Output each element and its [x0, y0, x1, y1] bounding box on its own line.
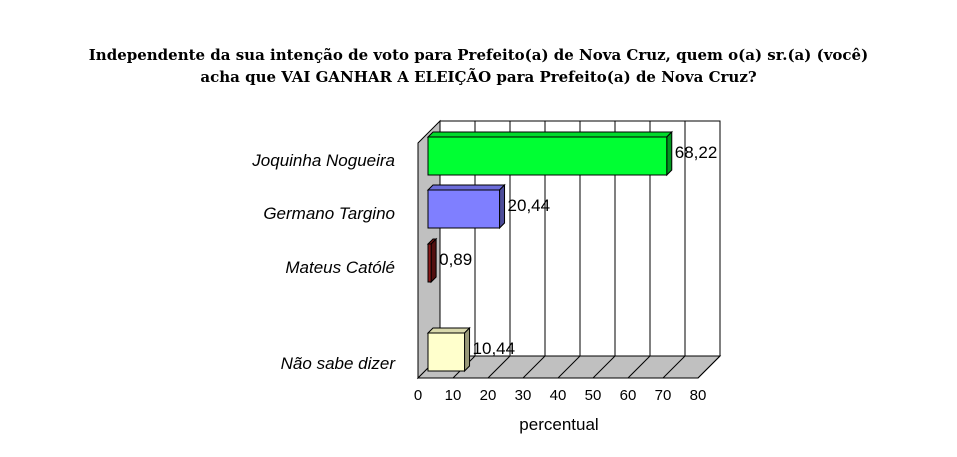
bar-front [427, 136, 668, 176]
x-tick-label: 50 [585, 387, 602, 404]
bar-side [666, 130, 673, 177]
value-labels: 68,22 20,44 0,89 10,44 [439, 143, 717, 358]
x-tick-label: 20 [480, 387, 497, 404]
bar-front [427, 243, 432, 283]
bar-top [426, 131, 673, 138]
x-tick-label: 40 [550, 387, 567, 404]
bar-front [427, 189, 501, 229]
x-tick-label: 60 [620, 387, 637, 404]
value-label: 68,22 [675, 143, 718, 162]
bars [426, 130, 673, 373]
floor-gridline [557, 355, 581, 379]
value-label: 10,44 [473, 339, 516, 358]
value-label: 20,44 [508, 196, 551, 215]
category-label: Mateus Católé [285, 258, 395, 277]
chart-title-line-1: Independente da sua intenção de voto par… [88, 46, 869, 64]
bar-top [426, 184, 506, 191]
x-tick-labels: 0 10 20 30 40 50 60 70 80 [414, 387, 707, 404]
x-tick-label: 70 [655, 387, 672, 404]
bar [426, 326, 471, 373]
x-tick-label: 80 [690, 387, 707, 404]
bar-top [426, 327, 471, 334]
bar [426, 237, 438, 284]
bar [426, 130, 673, 177]
chart-title-line-2: acha que VAI GANHAR A ELEIÇÃO para Prefe… [200, 68, 757, 86]
floor-gridline [627, 355, 651, 379]
floor-gridline [592, 355, 616, 379]
x-tick-label: 30 [515, 387, 532, 404]
chart-title: Independente da sua intenção de voto par… [0, 44, 957, 88]
bar [426, 183, 506, 230]
category-labels: Joquinha Nogueira Germano Targino Mateus C… [251, 151, 396, 373]
category-label: Não sabe dizer [281, 354, 397, 373]
category-label: Germano Targino [263, 204, 395, 223]
floor-gridline [662, 355, 686, 379]
bar-side [499, 183, 506, 230]
bar-side [430, 237, 437, 284]
bar-front [427, 332, 466, 372]
floor-gridline [487, 355, 511, 379]
value-label: 0,89 [439, 250, 472, 269]
floor-gridline [697, 355, 721, 379]
x-axis-label: percentual [519, 415, 598, 434]
bar-side [464, 326, 471, 373]
x-tick-label: 0 [414, 387, 422, 404]
x-tick-label: 10 [445, 387, 462, 404]
floor-gridline [522, 355, 546, 379]
category-label: Joquinha Nogueira [251, 151, 395, 170]
